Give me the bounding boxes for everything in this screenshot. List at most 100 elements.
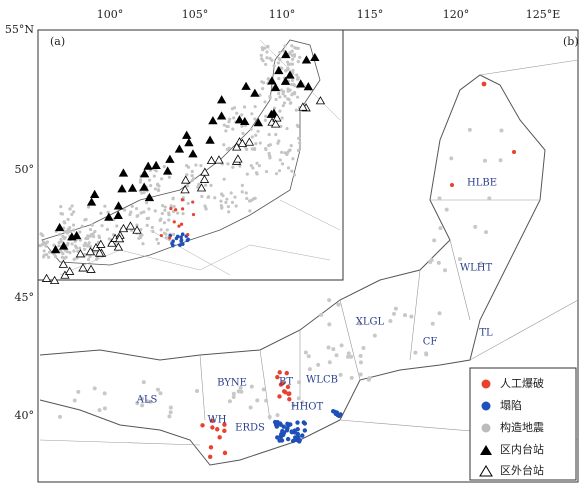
earthquake-dot (499, 128, 504, 133)
inset-earthquake-dot (251, 166, 255, 170)
inset-earthquake-dot (63, 236, 67, 240)
earthquake-dot (227, 399, 232, 404)
inset-earthquake-dot (86, 258, 91, 262)
earthquake-dot (145, 399, 150, 404)
inset-blast-dot (180, 198, 184, 202)
inset-earthquake-dot (235, 111, 239, 115)
region-label: WLCB (306, 375, 338, 386)
inset-earthquake-dot (227, 146, 231, 150)
inset-earthquake-dot (250, 197, 255, 202)
inset-earthquake-dot (84, 217, 88, 222)
earthquake-dot (58, 414, 63, 419)
station-in (274, 65, 284, 75)
earthquake-dot (334, 353, 339, 358)
inset-earthquake-dot (282, 101, 287, 105)
inset-earthquake-dot (290, 78, 295, 83)
inset-earthquake-dot (66, 217, 70, 221)
inset-earthquake-dot (153, 187, 158, 191)
station-in (281, 49, 291, 59)
inset-earthquake-dot (277, 76, 281, 81)
inset-earthquake-dot (47, 255, 51, 259)
station-out (298, 102, 308, 111)
inset-panel (38, 39, 341, 285)
earthquake-dot (306, 354, 311, 359)
inset-earthquake-dot (44, 253, 49, 257)
collapse-dot (274, 424, 280, 429)
earthquake-dot (358, 372, 363, 377)
inset-earthquake-dot (142, 210, 146, 214)
inset-earthquake-dot (129, 210, 133, 214)
inset-earthquake-dot (74, 246, 79, 250)
region-label: TL (479, 328, 493, 339)
station-in (285, 70, 295, 79)
inset-earthquake-dot (140, 233, 144, 237)
station-in (303, 81, 314, 91)
station-in (54, 222, 65, 232)
inset-earthquake-dot (285, 126, 289, 131)
inset-earthquake-dot (147, 178, 152, 182)
earthquake-dot (303, 350, 308, 355)
inset-earthquake-dot (250, 112, 254, 116)
region-label: ERDS (235, 423, 265, 434)
station-in (184, 138, 194, 147)
inset-earthquake-dot (65, 231, 70, 235)
lon-label: 120° (443, 8, 470, 21)
inset-earthquake-dot (286, 66, 290, 70)
inset-earthquake-dot (72, 210, 76, 214)
inset-earthquake-dot (160, 177, 164, 181)
inset-earthquake-dot (185, 173, 189, 177)
inset-earthquake-dot (264, 146, 268, 151)
inset-earthquake-dot (58, 232, 62, 236)
inset-earthquake-dot (266, 77, 270, 81)
station-out (75, 249, 86, 258)
inset-earthquake-dot (162, 231, 167, 235)
earthquake-dot (261, 387, 266, 392)
inset-earthquake-dot (139, 178, 143, 182)
inset-earthquake-dot (274, 132, 278, 137)
inset-earthquake-dot (207, 195, 211, 199)
inset-earthquake-dot (93, 229, 97, 234)
earthquake-dot (336, 302, 341, 307)
inset-earthquake-dot (42, 253, 46, 257)
panel-label: (b) (563, 35, 579, 48)
station-out (41, 273, 52, 282)
earthquake-dot (437, 196, 442, 201)
inset-earthquake-dot (171, 196, 175, 200)
earthquake-dot (231, 394, 236, 399)
inset-earthquake-dot (199, 164, 203, 168)
inset-earthquake-dot (274, 97, 278, 102)
inset-earthquake-dot (213, 196, 217, 200)
inset-earthquake-dot (135, 223, 139, 227)
station-in (162, 166, 173, 175)
collapse-dot (280, 432, 286, 438)
earthquake-dot (402, 313, 407, 318)
earthquake-dot (316, 362, 321, 367)
lat-label: 45° (15, 291, 35, 304)
inset-earthquake-dot (274, 172, 279, 176)
inset-earthquake-dot (222, 123, 226, 127)
inset-earthquake-dot (146, 216, 151, 220)
region-label: BT (279, 377, 293, 388)
inset-earthquake-dot (298, 141, 302, 145)
earthquake-dot (297, 380, 302, 385)
inset-earthquake-dot (149, 184, 153, 188)
lat-label: 55°N (5, 23, 34, 36)
inset-earthquake-dot (263, 46, 267, 50)
station-out (58, 259, 69, 268)
earthquake-dot (97, 408, 102, 413)
inset-earthquake-dot (60, 212, 65, 216)
collapse-dot (295, 431, 301, 437)
blast-dot (280, 381, 285, 386)
region-label: HLBE (467, 178, 497, 189)
earthquake-dot (167, 414, 172, 419)
collapse-dot (293, 435, 298, 440)
station-in (216, 95, 227, 104)
inset-earthquake-dot (64, 255, 68, 259)
collapse-dot (272, 419, 278, 425)
inset-earthquake-dot (162, 165, 166, 169)
earthquake-dot (158, 391, 163, 396)
inset-earthquake-dot (253, 104, 257, 109)
earthquake-dot (339, 343, 344, 348)
blast-dot (275, 374, 280, 380)
earthquake-dot (238, 385, 243, 390)
